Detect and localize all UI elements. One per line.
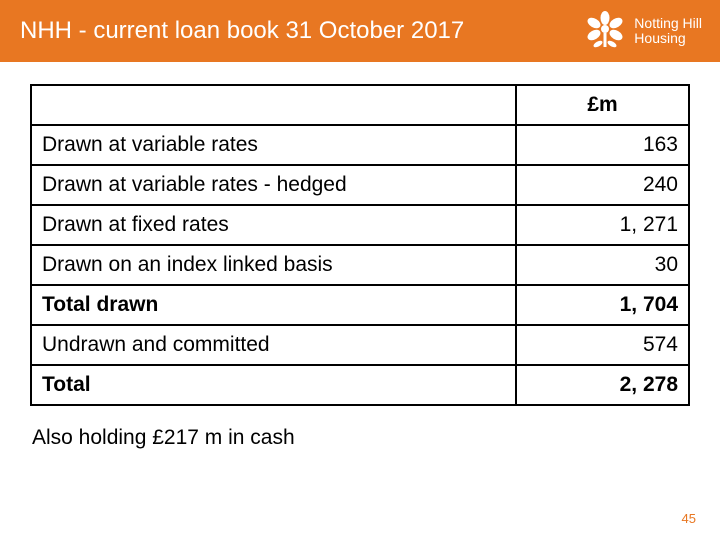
row-value: 574: [516, 325, 689, 365]
row-label: Drawn at fixed rates: [31, 205, 516, 245]
footnote-text: Also holding £217 m in cash: [30, 406, 690, 450]
table-row: Drawn on an index linked basis 30: [31, 245, 689, 285]
table-row: Drawn at variable rates - hedged 240: [31, 165, 689, 205]
content-area: £m Drawn at variable rates 163 Drawn at …: [0, 62, 720, 450]
table-row: Drawn at variable rates 163: [31, 125, 689, 165]
row-label: Total: [31, 365, 516, 405]
loan-table: £m Drawn at variable rates 163 Drawn at …: [30, 84, 690, 406]
row-label: Drawn on an index linked basis: [31, 245, 516, 285]
row-value: 1, 704: [516, 285, 689, 325]
slide-title: NHH - current loan book 31 October 2017: [20, 17, 464, 45]
row-value: 30: [516, 245, 689, 285]
brand-text: Notting Hill Housing: [634, 16, 702, 47]
row-value: 240: [516, 165, 689, 205]
flower-icon: [584, 10, 626, 52]
row-label: Undrawn and committed: [31, 325, 516, 365]
header-bar: NHH - current loan book 31 October 2017 …: [0, 0, 720, 62]
table-body: Drawn at variable rates 163 Drawn at var…: [31, 125, 689, 405]
row-value: 2, 278: [516, 365, 689, 405]
row-label: Total drawn: [31, 285, 516, 325]
slide: NHH - current loan book 31 October 2017 …: [0, 0, 720, 540]
brand-line1: Notting Hill: [634, 16, 702, 31]
header-value-cell: £m: [516, 85, 689, 125]
table-row: Total drawn 1, 704: [31, 285, 689, 325]
table-header-row: £m: [31, 85, 689, 125]
header-empty-cell: [31, 85, 516, 125]
row-value: 163: [516, 125, 689, 165]
page-number: 45: [682, 511, 696, 526]
row-value: 1, 271: [516, 205, 689, 245]
table-row: Undrawn and committed 574: [31, 325, 689, 365]
table-row: Total 2, 278: [31, 365, 689, 405]
brand-logo: Notting Hill Housing: [584, 10, 702, 52]
row-label: Drawn at variable rates - hedged: [31, 165, 516, 205]
table-row: Drawn at fixed rates 1, 271: [31, 205, 689, 245]
row-label: Drawn at variable rates: [31, 125, 516, 165]
brand-line2: Housing: [634, 31, 702, 46]
